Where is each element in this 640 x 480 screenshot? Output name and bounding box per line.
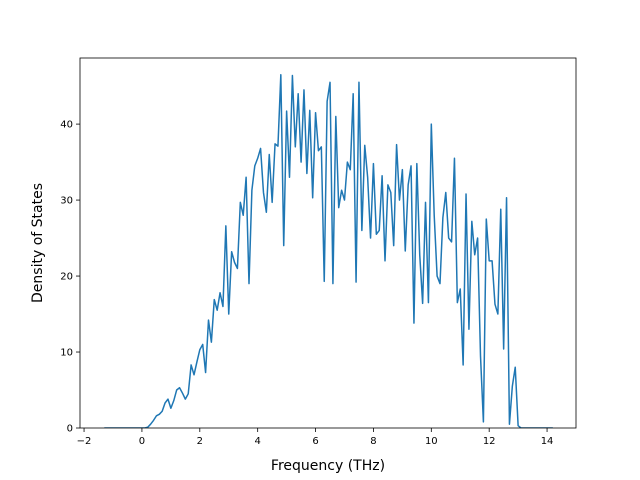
x-tick-label: 8 — [370, 436, 376, 447]
y-tick-label: 10 — [60, 348, 73, 359]
y-tick-label: 30 — [60, 196, 73, 207]
x-tick-label: 14 — [541, 436, 554, 447]
x-axis-label: Frequency (THz) — [271, 458, 385, 474]
x-tick-label: 2 — [197, 436, 203, 447]
plot-frame — [79, 57, 577, 429]
x-tick-label: 6 — [312, 436, 318, 447]
y-axis-label: Density of States — [30, 183, 46, 303]
line — [104, 73, 553, 428]
x-tick-label: 0 — [139, 436, 145, 447]
y-tick-label: 40 — [60, 120, 73, 131]
x-tick-label: 4 — [254, 436, 260, 447]
x-tick-label: −2 — [77, 436, 92, 447]
y-tick-label: 0 — [67, 424, 73, 435]
y-tick-label: 20 — [60, 272, 73, 283]
x-tick-label: 10 — [425, 436, 438, 447]
x-tick-label: 12 — [483, 436, 496, 447]
